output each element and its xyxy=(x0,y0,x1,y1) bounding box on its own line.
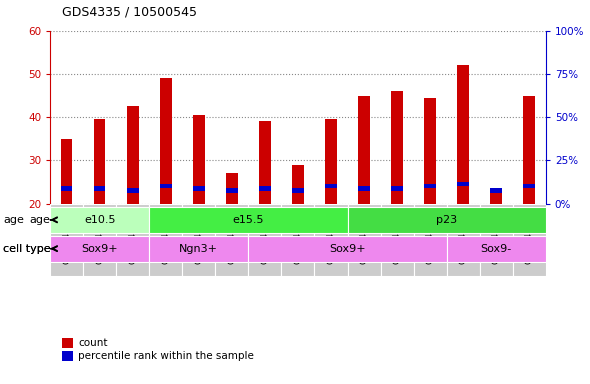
Bar xyxy=(127,106,139,204)
Bar xyxy=(490,190,502,204)
Text: GSM841157: GSM841157 xyxy=(95,209,104,264)
Text: GDS4335 / 10500545: GDS4335 / 10500545 xyxy=(62,6,197,19)
Bar xyxy=(325,184,337,189)
Bar xyxy=(457,65,469,204)
Bar xyxy=(292,165,304,204)
Bar xyxy=(94,119,106,204)
FancyBboxPatch shape xyxy=(149,207,348,233)
Bar xyxy=(457,182,469,186)
Bar xyxy=(358,96,370,204)
FancyBboxPatch shape xyxy=(182,204,215,276)
Text: age: age xyxy=(3,215,24,225)
Text: GSM841162: GSM841162 xyxy=(161,209,171,264)
Bar xyxy=(325,119,337,204)
Text: GSM841164: GSM841164 xyxy=(227,209,237,264)
FancyBboxPatch shape xyxy=(83,204,116,276)
Text: Sox9+: Sox9+ xyxy=(329,243,366,254)
FancyBboxPatch shape xyxy=(149,236,248,262)
Text: Sox9+: Sox9+ xyxy=(81,243,118,254)
Bar xyxy=(391,186,403,190)
Text: GSM841163: GSM841163 xyxy=(194,209,204,264)
Text: p23: p23 xyxy=(436,215,457,225)
FancyBboxPatch shape xyxy=(50,207,149,233)
FancyBboxPatch shape xyxy=(50,204,83,276)
Bar xyxy=(424,184,436,189)
FancyBboxPatch shape xyxy=(480,204,513,276)
Bar xyxy=(292,189,304,193)
Bar xyxy=(127,189,139,193)
Text: age: age xyxy=(30,215,50,225)
Bar xyxy=(226,189,238,193)
Bar xyxy=(193,115,205,204)
Bar xyxy=(523,184,535,189)
Text: Sox9-: Sox9- xyxy=(481,243,512,254)
Bar xyxy=(259,186,271,190)
FancyBboxPatch shape xyxy=(248,236,447,262)
Bar xyxy=(391,91,403,204)
Bar xyxy=(259,121,271,204)
Bar xyxy=(61,186,73,190)
Text: cell type: cell type xyxy=(3,243,51,254)
FancyBboxPatch shape xyxy=(149,204,182,276)
Text: GSM841166: GSM841166 xyxy=(392,209,402,264)
FancyBboxPatch shape xyxy=(116,204,149,276)
Bar xyxy=(226,173,238,204)
Bar xyxy=(424,98,436,204)
FancyBboxPatch shape xyxy=(248,204,281,276)
Text: GSM841169: GSM841169 xyxy=(491,209,501,264)
FancyBboxPatch shape xyxy=(314,204,348,276)
Text: GSM841158: GSM841158 xyxy=(128,209,137,264)
FancyBboxPatch shape xyxy=(50,236,149,262)
Text: GSM841159: GSM841159 xyxy=(260,209,270,264)
FancyBboxPatch shape xyxy=(513,204,546,276)
FancyBboxPatch shape xyxy=(447,236,546,262)
Bar xyxy=(490,189,502,193)
Bar xyxy=(523,96,535,204)
Bar xyxy=(94,186,106,190)
Text: GSM841170: GSM841170 xyxy=(525,209,534,264)
FancyBboxPatch shape xyxy=(381,204,414,276)
Text: count: count xyxy=(78,338,108,348)
Text: GSM841167: GSM841167 xyxy=(425,209,435,264)
Text: e10.5: e10.5 xyxy=(84,215,116,225)
FancyBboxPatch shape xyxy=(447,204,480,276)
Bar xyxy=(61,139,73,204)
Text: e15.5: e15.5 xyxy=(232,215,264,225)
FancyBboxPatch shape xyxy=(281,204,314,276)
Text: GSM841160: GSM841160 xyxy=(293,209,303,264)
Text: GSM841161: GSM841161 xyxy=(326,209,336,264)
FancyBboxPatch shape xyxy=(215,204,248,276)
FancyBboxPatch shape xyxy=(414,204,447,276)
Text: GSM841165: GSM841165 xyxy=(359,209,369,264)
Text: Ngn3+: Ngn3+ xyxy=(179,243,218,254)
FancyBboxPatch shape xyxy=(348,207,546,233)
Text: GSM841168: GSM841168 xyxy=(458,209,468,264)
Bar xyxy=(193,186,205,190)
Text: GSM841156: GSM841156 xyxy=(62,209,71,264)
Bar xyxy=(160,78,172,204)
Bar xyxy=(358,186,370,190)
Bar xyxy=(160,184,172,189)
Text: cell type: cell type xyxy=(2,243,50,254)
FancyBboxPatch shape xyxy=(348,204,381,276)
Text: percentile rank within the sample: percentile rank within the sample xyxy=(78,351,254,361)
